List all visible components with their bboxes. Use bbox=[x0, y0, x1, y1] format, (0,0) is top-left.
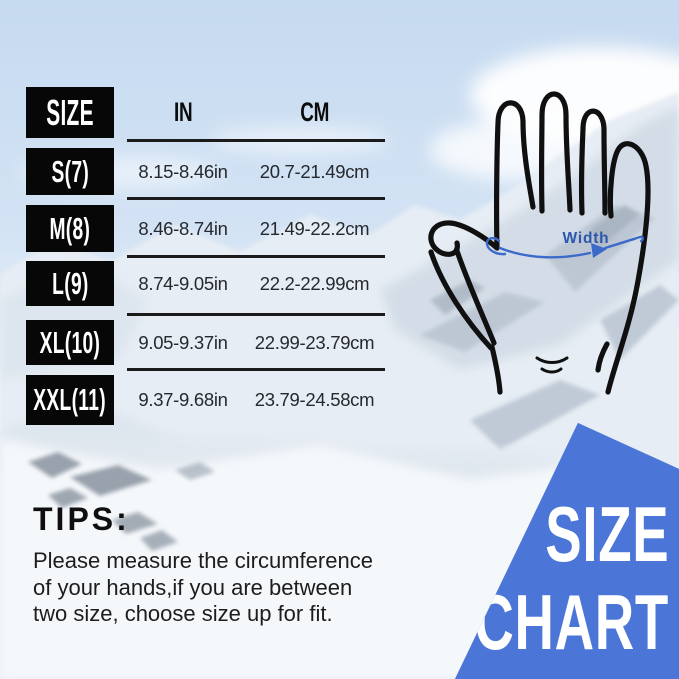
table-header-cm: CM bbox=[300, 97, 329, 127]
palm-creases bbox=[535, 356, 569, 374]
width-label: Width bbox=[563, 230, 610, 247]
middle-finger bbox=[538, 91, 573, 214]
size-table: SIZE IN CM S(7) 8.15-8.46in 20.7-21.49cm… bbox=[26, 86, 385, 426]
wrist-left bbox=[489, 344, 503, 395]
table-divider bbox=[127, 197, 385, 200]
table-divider bbox=[127, 139, 385, 142]
range-cm: 20.7-21.49cm bbox=[259, 160, 370, 182]
foreground-rocks bbox=[28, 452, 215, 551]
pinky-and-hand-side bbox=[605, 141, 651, 395]
table-row: S(7) 8.15-8.46in 20.7-21.49cm bbox=[26, 148, 385, 195]
range-cm: 23.79-24.58cm bbox=[254, 389, 375, 410]
ring-finger bbox=[578, 108, 608, 216]
table-header-size-box: SIZE bbox=[26, 87, 114, 138]
table-row: XL(10) 9.05-9.37in 22.99-23.79cm bbox=[26, 320, 385, 365]
thumb-inner bbox=[454, 248, 497, 346]
table-header-in: IN bbox=[173, 97, 193, 127]
tips-section: TIPS: Please measure the circumference o… bbox=[33, 501, 385, 628]
index-finger bbox=[493, 100, 536, 251]
size-label: L(9) bbox=[51, 265, 89, 301]
range-in: 9.05-9.37in bbox=[138, 331, 228, 353]
arrowhead bbox=[591, 243, 607, 258]
table-row: XXL(11) 9.37-9.68in 23.79-24.58cm bbox=[26, 375, 385, 425]
size-label: XL(10) bbox=[39, 324, 101, 360]
size-label: M(8) bbox=[49, 210, 91, 246]
range-cm: 21.49-22.2cm bbox=[259, 217, 370, 239]
range-in: 9.37-9.68in bbox=[138, 389, 228, 410]
hand-outline-diagram: Width bbox=[428, 91, 651, 395]
size-label: XXL(11) bbox=[33, 382, 107, 417]
thumb-web bbox=[428, 220, 500, 257]
table-header-row: SIZE IN CM bbox=[26, 87, 385, 138]
size-label: S(7) bbox=[51, 153, 89, 189]
range-in: 8.74-9.05in bbox=[138, 272, 228, 294]
range-cm: 22.99-23.79cm bbox=[254, 331, 375, 353]
range-in: 8.15-8.46in bbox=[138, 160, 228, 182]
banner-word-size: SIZE bbox=[544, 490, 669, 578]
tips-heading: TIPS: bbox=[33, 501, 130, 537]
table-header-size: SIZE bbox=[46, 91, 94, 133]
width-measurement-arrow: Width bbox=[485, 230, 644, 259]
thumb-outer bbox=[428, 249, 494, 351]
table-divider bbox=[127, 368, 385, 371]
banner-word-chart: CHART bbox=[474, 578, 669, 666]
tips-body: Please measure the circumference of your… bbox=[33, 548, 373, 626]
hand-outline bbox=[428, 91, 651, 395]
wrist-right-fork bbox=[595, 341, 610, 373]
table-divider bbox=[127, 313, 385, 316]
table-divider bbox=[127, 255, 385, 258]
table-row: L(9) 8.74-9.05in 22.2-22.99cm bbox=[26, 261, 385, 306]
size-chart-banner: SIZE CHART bbox=[454, 422, 679, 679]
range-cm: 22.2-22.99cm bbox=[259, 272, 370, 294]
table-row: M(8) 8.46-8.74in 21.49-22.2cm bbox=[26, 205, 385, 252]
range-in: 8.46-8.74in bbox=[138, 217, 228, 239]
